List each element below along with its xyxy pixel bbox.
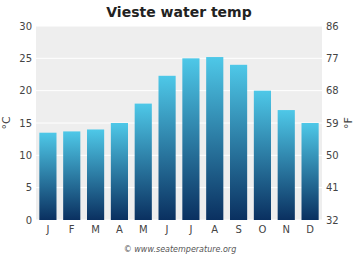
x-tick-label: J [188, 224, 192, 235]
y2-tick-label: 77 [326, 53, 339, 64]
bar [230, 65, 247, 220]
plot-background [36, 26, 322, 220]
bar [206, 57, 223, 220]
bars [39, 57, 318, 220]
bar [87, 129, 104, 220]
y-tick-label: 30 [19, 21, 32, 32]
x-tick-label: A [211, 224, 218, 235]
chart: 0 5 10 15 20 25 30 32 41 50 59 68 77 86 J F M A M J J A S O N D °C… [0, 0, 360, 260]
x-tick-label: M [139, 224, 148, 235]
grid-line [36, 90, 322, 91]
bar [111, 123, 128, 220]
x-tick-label: J [165, 224, 169, 235]
x-tick-label: J [45, 224, 49, 235]
watermark: © www.seatemperature.org [124, 245, 236, 254]
y-axis-label: °C [0, 116, 13, 130]
y-tick-label: 5 [26, 182, 32, 193]
bar [63, 131, 80, 220]
y-tick-label: 0 [26, 215, 32, 226]
y-tick-label: 10 [19, 150, 32, 161]
y2-tick-label: 41 [326, 182, 339, 193]
y2-tick-label: 68 [326, 85, 339, 96]
bar [135, 104, 152, 220]
y2-tick-label: 86 [326, 21, 339, 32]
x-tick-label: O [258, 224, 266, 235]
y2-axis-label: °F [342, 117, 355, 129]
x-tick-label: F [69, 224, 75, 235]
x-tick-label: S [235, 224, 241, 235]
title: Vieste water temp [106, 4, 251, 20]
y2-tick-label: 50 [326, 150, 339, 161]
bar [39, 133, 56, 220]
x-tick-label: N [283, 224, 290, 235]
x-tick-label: A [116, 224, 123, 235]
bar [182, 58, 199, 220]
y-tick-label: 25 [19, 53, 32, 64]
grid-line [36, 26, 322, 27]
y-tick-label: 20 [19, 85, 32, 96]
y2-tick-label: 32 [326, 215, 339, 226]
x-tick-label: M [91, 224, 100, 235]
grid-line [36, 58, 322, 59]
x-tick-label: D [306, 224, 314, 235]
y-tick-label: 15 [19, 118, 32, 129]
bar [254, 91, 271, 220]
y2-tick-label: 59 [326, 118, 339, 129]
bar [278, 110, 295, 220]
bar [302, 123, 319, 220]
bar [159, 76, 176, 220]
